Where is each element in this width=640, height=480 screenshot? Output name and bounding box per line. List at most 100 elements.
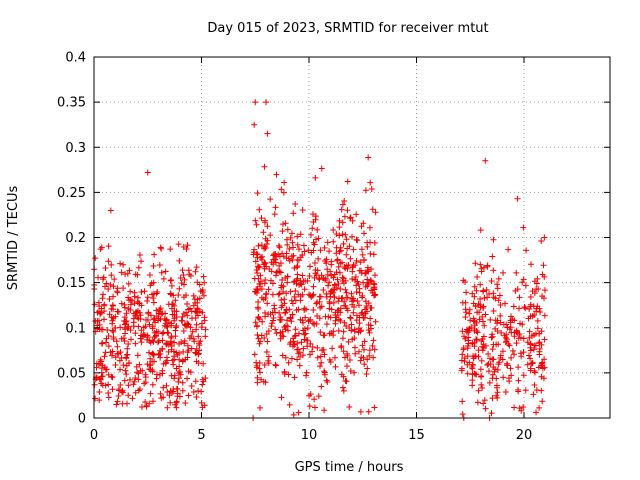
data-point <box>348 321 355 328</box>
data-point <box>357 408 364 415</box>
data-point <box>131 293 138 300</box>
data-point <box>141 288 148 295</box>
data-point <box>171 339 178 346</box>
data-point <box>540 262 547 269</box>
data-point <box>302 314 309 321</box>
data-point <box>273 330 280 337</box>
data-point <box>184 312 191 319</box>
data-point <box>127 301 134 308</box>
data-point <box>360 314 367 321</box>
data-point <box>367 315 374 322</box>
data-point <box>164 404 171 411</box>
data-point <box>508 372 515 379</box>
data-point <box>151 334 158 341</box>
y-tick-label: 0.05 <box>57 366 86 381</box>
data-point <box>330 238 337 245</box>
data-point <box>338 259 345 266</box>
data-point <box>335 298 342 305</box>
data-point <box>347 315 354 322</box>
data-point <box>470 317 477 324</box>
data-point <box>469 290 476 297</box>
data-point <box>328 261 335 268</box>
data-point <box>290 338 297 345</box>
data-point <box>344 350 351 357</box>
data-point <box>494 281 501 288</box>
data-point <box>122 367 129 374</box>
data-point <box>293 277 300 284</box>
data-point <box>488 278 495 285</box>
data-point <box>173 323 180 330</box>
data-point <box>520 335 527 342</box>
data-point <box>102 265 109 272</box>
data-point <box>500 321 507 328</box>
data-point <box>494 285 501 292</box>
data-point <box>102 366 109 373</box>
data-point <box>146 349 153 356</box>
data-point <box>199 309 206 316</box>
data-point <box>507 365 514 372</box>
data-point <box>272 326 279 333</box>
data-point <box>473 287 480 294</box>
data-point <box>199 381 206 388</box>
data-point <box>290 411 297 418</box>
data-point <box>533 387 540 394</box>
data-point <box>334 256 341 263</box>
data-point <box>197 288 204 295</box>
data-point <box>293 264 300 271</box>
data-point <box>481 397 488 404</box>
data-point <box>98 365 105 372</box>
data-point <box>128 336 135 343</box>
data-point <box>316 276 323 283</box>
data-point <box>157 347 164 354</box>
data-point <box>493 375 500 382</box>
data-point <box>340 240 347 247</box>
data-point <box>183 245 190 252</box>
data-point <box>98 244 105 251</box>
data-point <box>497 319 504 326</box>
data-point <box>163 323 170 330</box>
data-point <box>262 276 269 283</box>
data-point <box>340 328 347 335</box>
data-point <box>526 328 533 335</box>
data-point <box>138 404 145 411</box>
data-point <box>475 353 482 360</box>
data-point <box>275 291 282 298</box>
data-point <box>150 263 157 270</box>
data-point <box>170 388 177 395</box>
data-point <box>517 334 524 341</box>
data-point <box>360 230 367 237</box>
data-point <box>308 249 315 256</box>
data-point <box>253 250 260 257</box>
data-point <box>536 404 543 411</box>
data-point <box>147 282 154 289</box>
data-point <box>360 257 367 264</box>
data-point <box>462 335 469 342</box>
data-point <box>531 278 538 285</box>
data-point <box>520 403 527 410</box>
data-point <box>511 317 518 324</box>
data-point <box>295 409 302 416</box>
data-point <box>340 373 347 380</box>
data-point <box>538 237 545 244</box>
data-point <box>185 368 192 375</box>
data-point <box>304 325 311 332</box>
data-point <box>353 257 360 264</box>
data-point <box>127 327 134 334</box>
data-point <box>256 206 263 213</box>
data-point <box>489 253 496 260</box>
data-point <box>368 278 375 285</box>
data-point <box>200 273 207 280</box>
data-point <box>522 282 529 289</box>
data-point <box>278 394 285 401</box>
data-point <box>333 284 340 291</box>
data-point <box>120 261 127 268</box>
data-point <box>163 341 170 348</box>
data-point <box>343 251 350 258</box>
data-point <box>155 351 162 358</box>
data-point <box>120 285 127 292</box>
data-point <box>514 195 521 202</box>
data-point <box>495 341 502 348</box>
data-point <box>536 305 543 312</box>
data-point <box>93 374 100 381</box>
data-point <box>307 263 314 270</box>
